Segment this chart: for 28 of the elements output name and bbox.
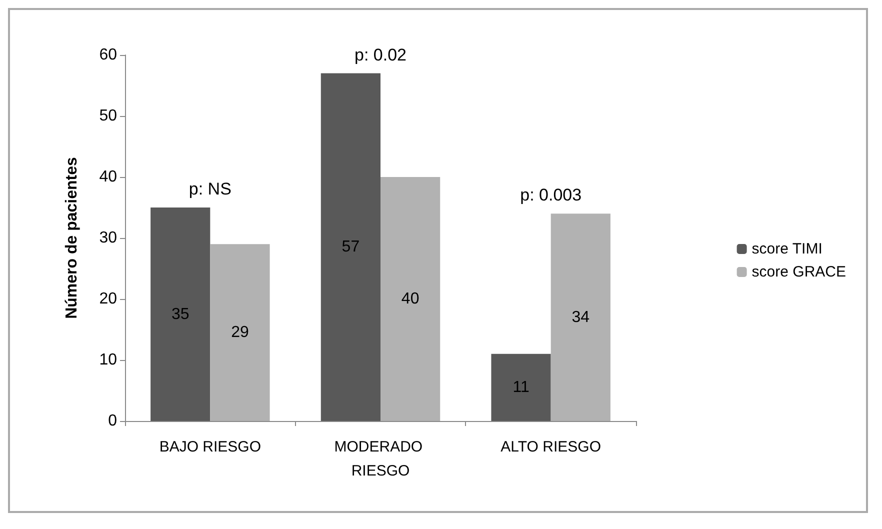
data-label: 11 (512, 378, 530, 396)
x-tick-label: ALTO RIESGO (500, 438, 601, 456)
y-tick-label: 10 (99, 352, 118, 368)
bar (380, 177, 440, 421)
bar (150, 208, 210, 421)
y-tick-label: 30 (99, 230, 118, 246)
annotation: p: 0.003 (520, 186, 582, 205)
data-label: 57 (342, 238, 360, 256)
y-tick-label: 60 (99, 46, 118, 64)
y-axis-title: Número de pacientes (64, 156, 80, 319)
data-label: 34 (572, 308, 590, 326)
y-tick-label: 20 (99, 290, 118, 308)
data-label: 40 (401, 290, 420, 308)
legend-label: score GRACE (752, 264, 846, 280)
annotation: p: NS (188, 180, 232, 198)
y-tick-label: 40 (99, 168, 118, 186)
y-tick-label: 50 (99, 108, 118, 124)
data-label: 29 (231, 324, 249, 342)
x-tick-label: MODERADO RIESGO (334, 438, 427, 480)
legend-label: score TIMI (752, 240, 822, 258)
data-label: 35 (171, 306, 190, 323)
bar (320, 73, 380, 421)
x-tick-label: BAJO RIESGO (159, 438, 262, 456)
annotation: p: 0.02 (354, 45, 406, 64)
bar (491, 354, 551, 421)
bar (210, 244, 270, 421)
bar (550, 214, 610, 421)
y-tick-label: 0 (108, 412, 118, 430)
